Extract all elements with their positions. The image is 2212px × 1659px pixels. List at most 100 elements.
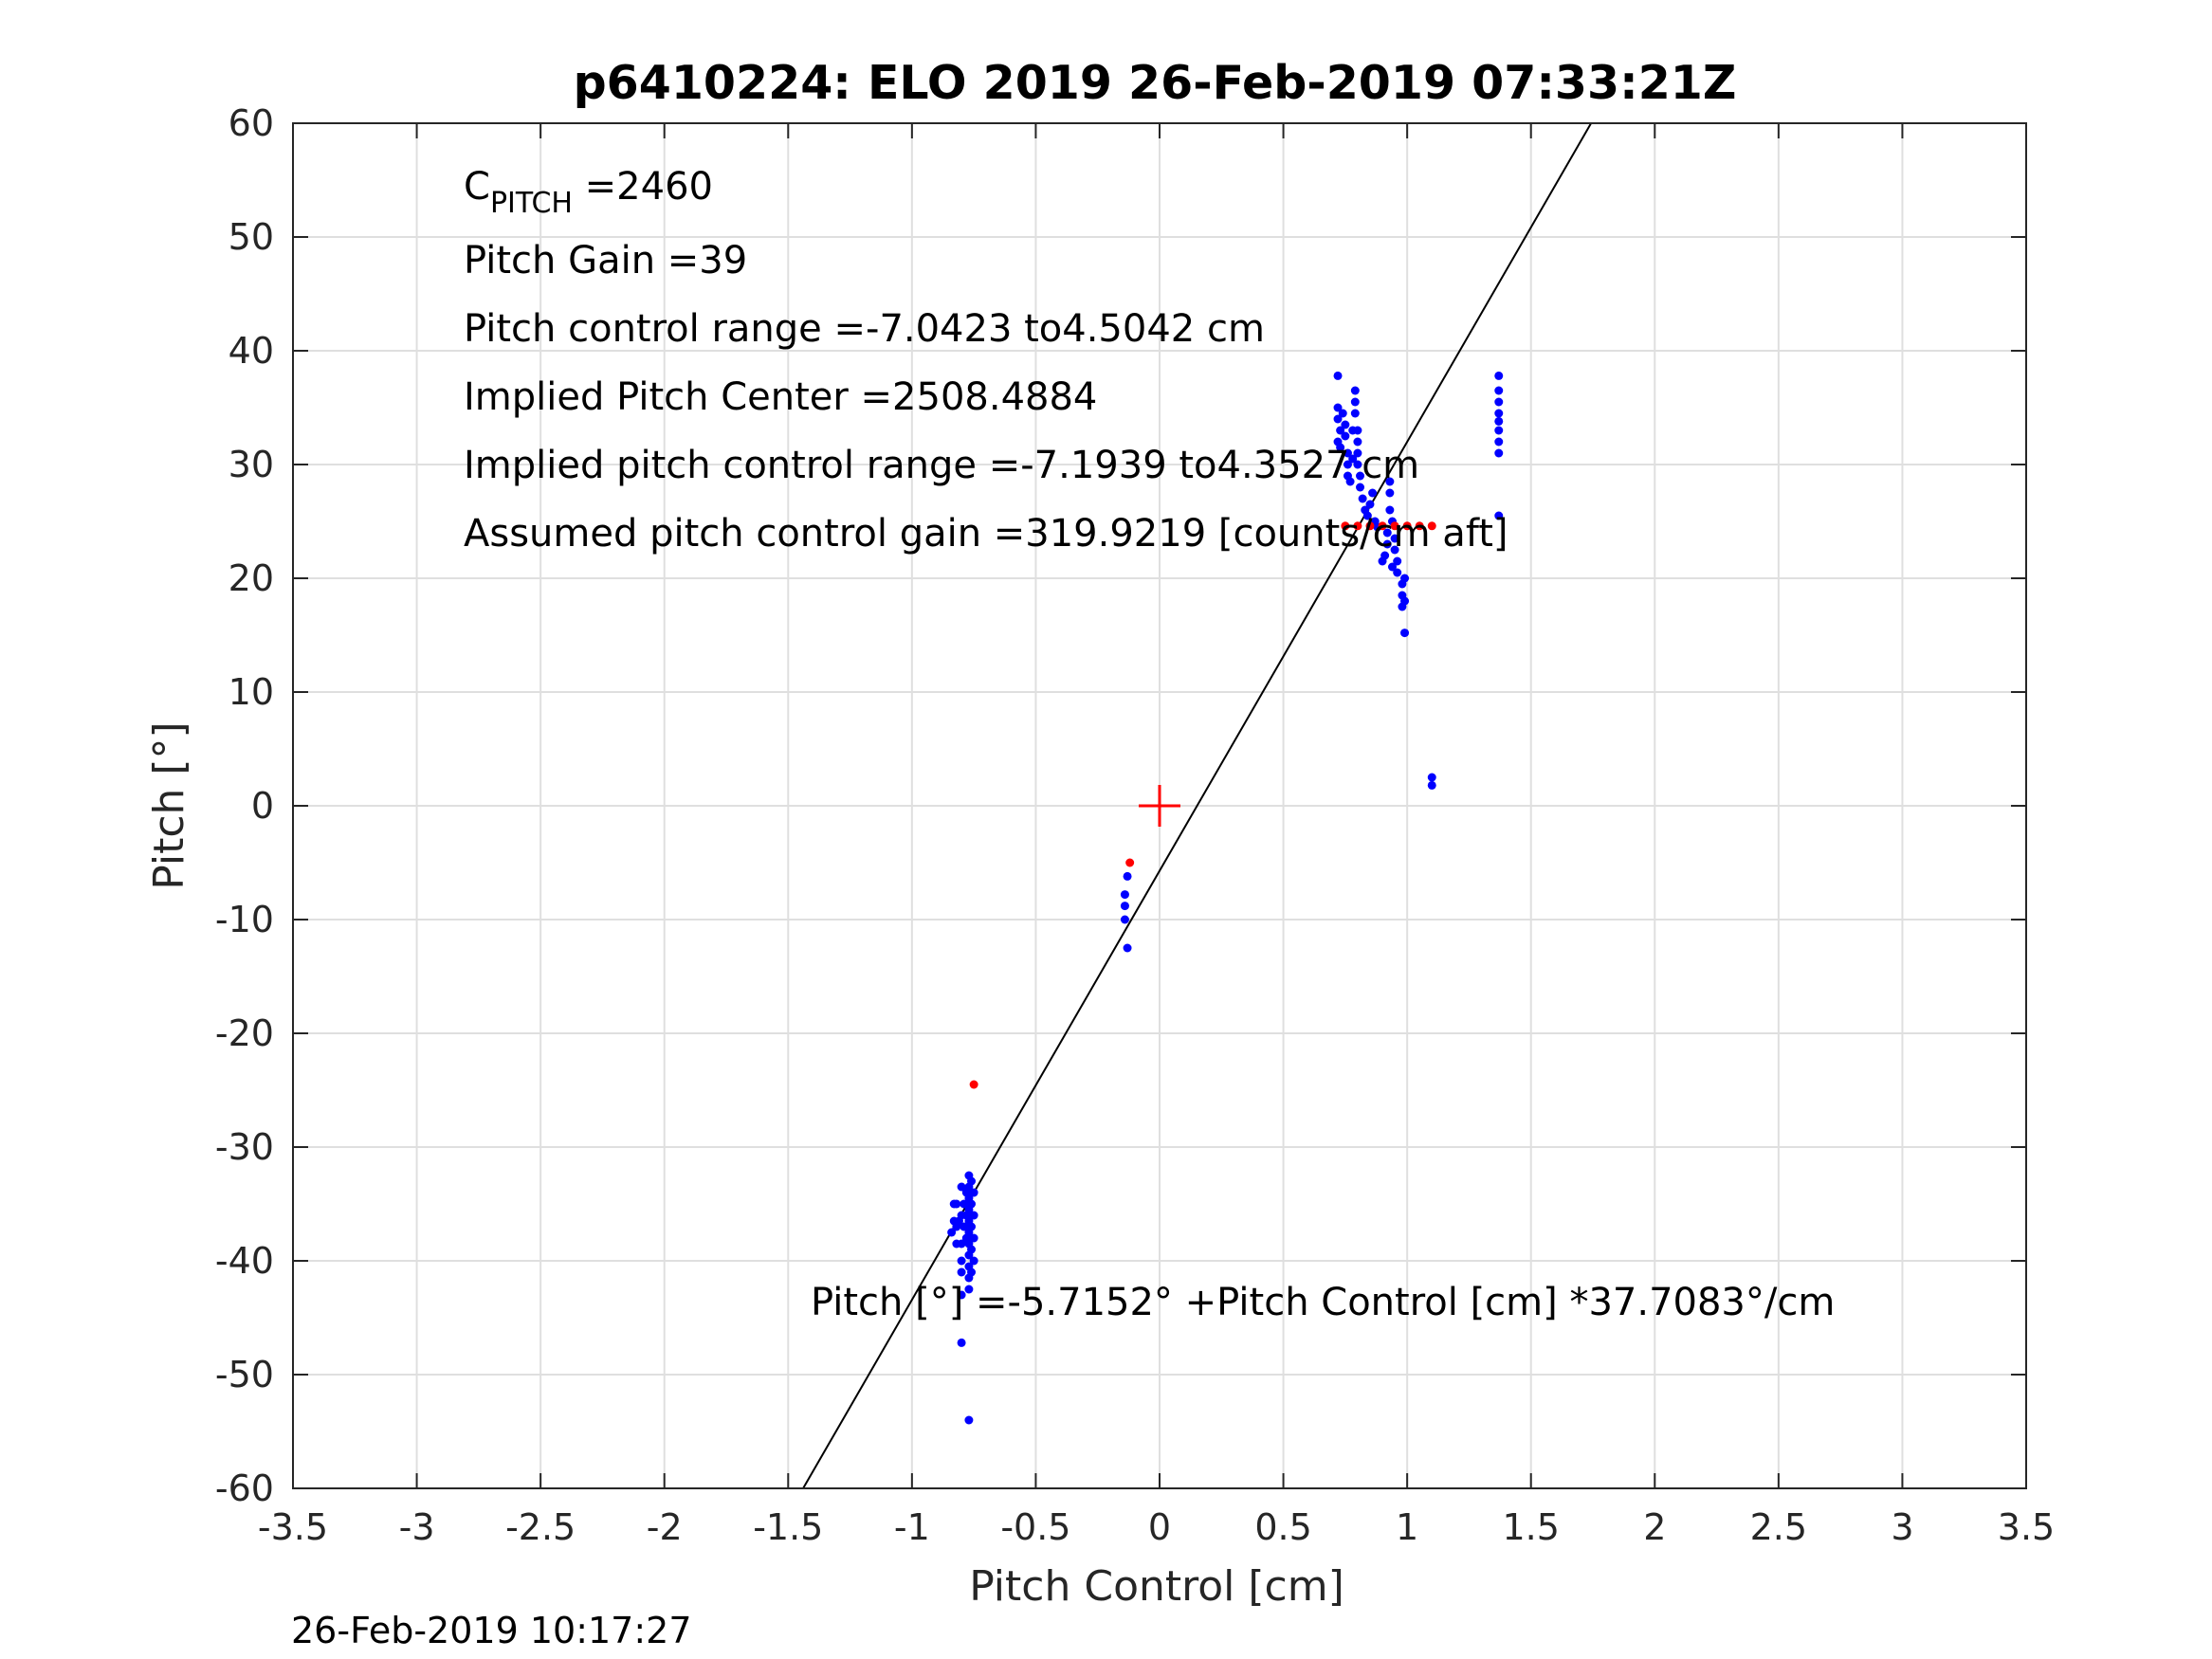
measured-point — [1353, 460, 1362, 469]
measured-point — [1494, 437, 1504, 447]
cpitch-subscript: PITCH — [490, 187, 573, 220]
assumed-gain-annotation: Assumed pitch control gain =319.9219 [co… — [464, 512, 1508, 556]
y-axis-label: Pitch [°] — [145, 721, 193, 889]
measured-point — [961, 1188, 971, 1197]
implied-range-annotation: Implied pitch control range =-7.1939 to4… — [464, 444, 1419, 487]
measured-point — [1365, 500, 1375, 509]
x-tick-label: -3 — [399, 1506, 435, 1548]
x-tick-label: -1 — [894, 1506, 930, 1548]
y-tick-label: -60 — [215, 1468, 274, 1509]
data-points — [947, 371, 1504, 1425]
measured-point — [1494, 386, 1504, 395]
measured-point — [1382, 528, 1392, 538]
flagged-point — [1353, 521, 1362, 531]
measured-point — [1336, 443, 1345, 452]
measured-point — [1343, 448, 1352, 458]
flagged-point — [1341, 521, 1350, 531]
measured-point — [964, 1285, 974, 1294]
measured-point — [1343, 460, 1352, 469]
measured-point — [967, 1176, 977, 1186]
measured-point — [1382, 539, 1392, 549]
measured-point — [967, 1267, 977, 1277]
measured-point — [1341, 431, 1350, 441]
measured-point — [1336, 426, 1345, 435]
measured-point — [967, 1222, 977, 1231]
measured-point — [1385, 488, 1395, 498]
x-tick-labels: -3.5 -3 -2.5 -2 -1.5 -1 -0.5 0 0.5 1 1.5 2 2.5 3 3.5 — [258, 1506, 2055, 1548]
measured-point — [1120, 902, 1129, 911]
x-tick-label: -2.5 — [505, 1506, 576, 1548]
y-tick-label: 50 — [229, 216, 274, 258]
cpitch-value: =2460 — [573, 165, 713, 209]
measured-point — [969, 1188, 978, 1197]
measured-point — [961, 1233, 971, 1243]
flagged-point — [1378, 521, 1387, 531]
axis-ticks — [292, 122, 2027, 1489]
measured-point — [1385, 477, 1395, 486]
measured-point — [1358, 494, 1367, 503]
measured-point — [1362, 511, 1372, 520]
measured-point — [969, 1256, 978, 1266]
measured-point — [1494, 511, 1504, 520]
measured-point — [1393, 568, 1402, 577]
measured-point — [1368, 488, 1378, 498]
measured-point — [1387, 562, 1397, 572]
measured-point — [1427, 780, 1436, 790]
measured-point — [969, 1211, 978, 1220]
measured-point — [957, 1338, 966, 1347]
measured-point — [1393, 556, 1402, 566]
measured-point — [1400, 574, 1410, 583]
measured-point — [1390, 534, 1399, 543]
chart-title: p6410224: ELO 2019 26-Feb-2019 07:33:21Z — [574, 56, 1737, 110]
y-tick-label: 0 — [251, 785, 274, 827]
measured-point — [1338, 409, 1347, 418]
measured-point — [1356, 471, 1365, 481]
x-tick-label: -0.5 — [1000, 1506, 1070, 1548]
y-tick-label: -20 — [215, 1012, 274, 1054]
control-range-annotation: Pitch control range =-7.0423 to4.5042 cm — [464, 307, 1265, 351]
measured-point — [1494, 409, 1504, 418]
measured-point — [1333, 403, 1343, 412]
measured-point — [1123, 943, 1132, 953]
y-tick-labels: -60 -50 -40 -30 -20 -10 0 10 20 30 40 50 60 — [215, 102, 274, 1509]
measured-point — [960, 1222, 969, 1231]
measured-point — [1494, 448, 1504, 458]
measured-point — [1356, 483, 1365, 492]
y-tick-label: -30 — [215, 1126, 274, 1168]
y-tick-label: 60 — [229, 102, 274, 144]
measured-point — [1333, 414, 1343, 424]
measured-point — [1385, 505, 1395, 515]
y-tick-label: 40 — [229, 330, 274, 372]
measured-point — [1350, 409, 1360, 418]
flagged-point — [1402, 521, 1412, 531]
measured-point — [1120, 890, 1129, 900]
measured-point — [1427, 773, 1436, 782]
x-tick-label: 2.5 — [1750, 1506, 1807, 1548]
measured-point — [1348, 454, 1358, 464]
measured-point — [1341, 420, 1350, 429]
measured-point — [949, 1199, 959, 1209]
x-tick-label: 0 — [1148, 1506, 1171, 1548]
x-tick-label: 1.5 — [1502, 1506, 1559, 1548]
measured-point — [1400, 629, 1410, 638]
measured-point — [960, 1199, 969, 1209]
measured-point — [957, 1290, 966, 1300]
measured-point — [957, 1267, 966, 1277]
measured-point — [1390, 545, 1399, 555]
measured-point — [1353, 448, 1362, 458]
measured-point — [952, 1239, 961, 1249]
x-axis-label: Pitch Control [cm] — [969, 1562, 1344, 1611]
flagged-point — [1415, 521, 1424, 531]
measured-point — [957, 1182, 966, 1192]
x-tick-label: 2 — [1643, 1506, 1666, 1548]
measured-point — [1494, 371, 1504, 380]
measured-point — [1400, 596, 1410, 606]
measured-point — [1494, 397, 1504, 407]
fit-line — [802, 122, 1592, 1489]
x-tick-label: 3.5 — [1998, 1506, 2055, 1548]
x-tick-label: 1 — [1396, 1506, 1418, 1548]
measured-point — [1350, 386, 1360, 395]
cpitch-base: C — [464, 165, 490, 209]
implied-center-annotation: Implied Pitch Center =2508.4884 — [464, 375, 1097, 419]
